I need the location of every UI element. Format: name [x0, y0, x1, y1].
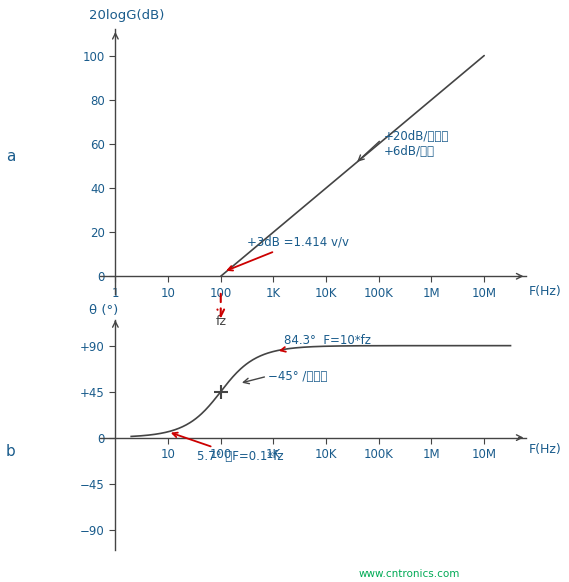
Text: 5.7° ，F=0.1*fz: 5.7° ，F=0.1*fz	[172, 432, 284, 463]
Text: +20dB/十倍频
+6dB/倍频: +20dB/十倍频 +6dB/倍频	[384, 130, 450, 158]
Text: F(Hz): F(Hz)	[529, 443, 562, 456]
Text: fz: fz	[215, 315, 226, 328]
Text: b: b	[6, 443, 15, 459]
Text: www.cntronics.com: www.cntronics.com	[358, 569, 460, 579]
Text: θ (°): θ (°)	[89, 304, 118, 317]
Text: +3dB =1.414 v/v: +3dB =1.414 v/v	[228, 235, 349, 271]
Text: a: a	[6, 149, 15, 164]
Text: F(Hz): F(Hz)	[529, 285, 562, 298]
Text: 20logG(dB): 20logG(dB)	[89, 9, 164, 23]
Text: −45° /十倍频: −45° /十倍频	[268, 370, 328, 383]
Text: 84.3°  F=10*fz: 84.3° F=10*fz	[281, 333, 371, 352]
